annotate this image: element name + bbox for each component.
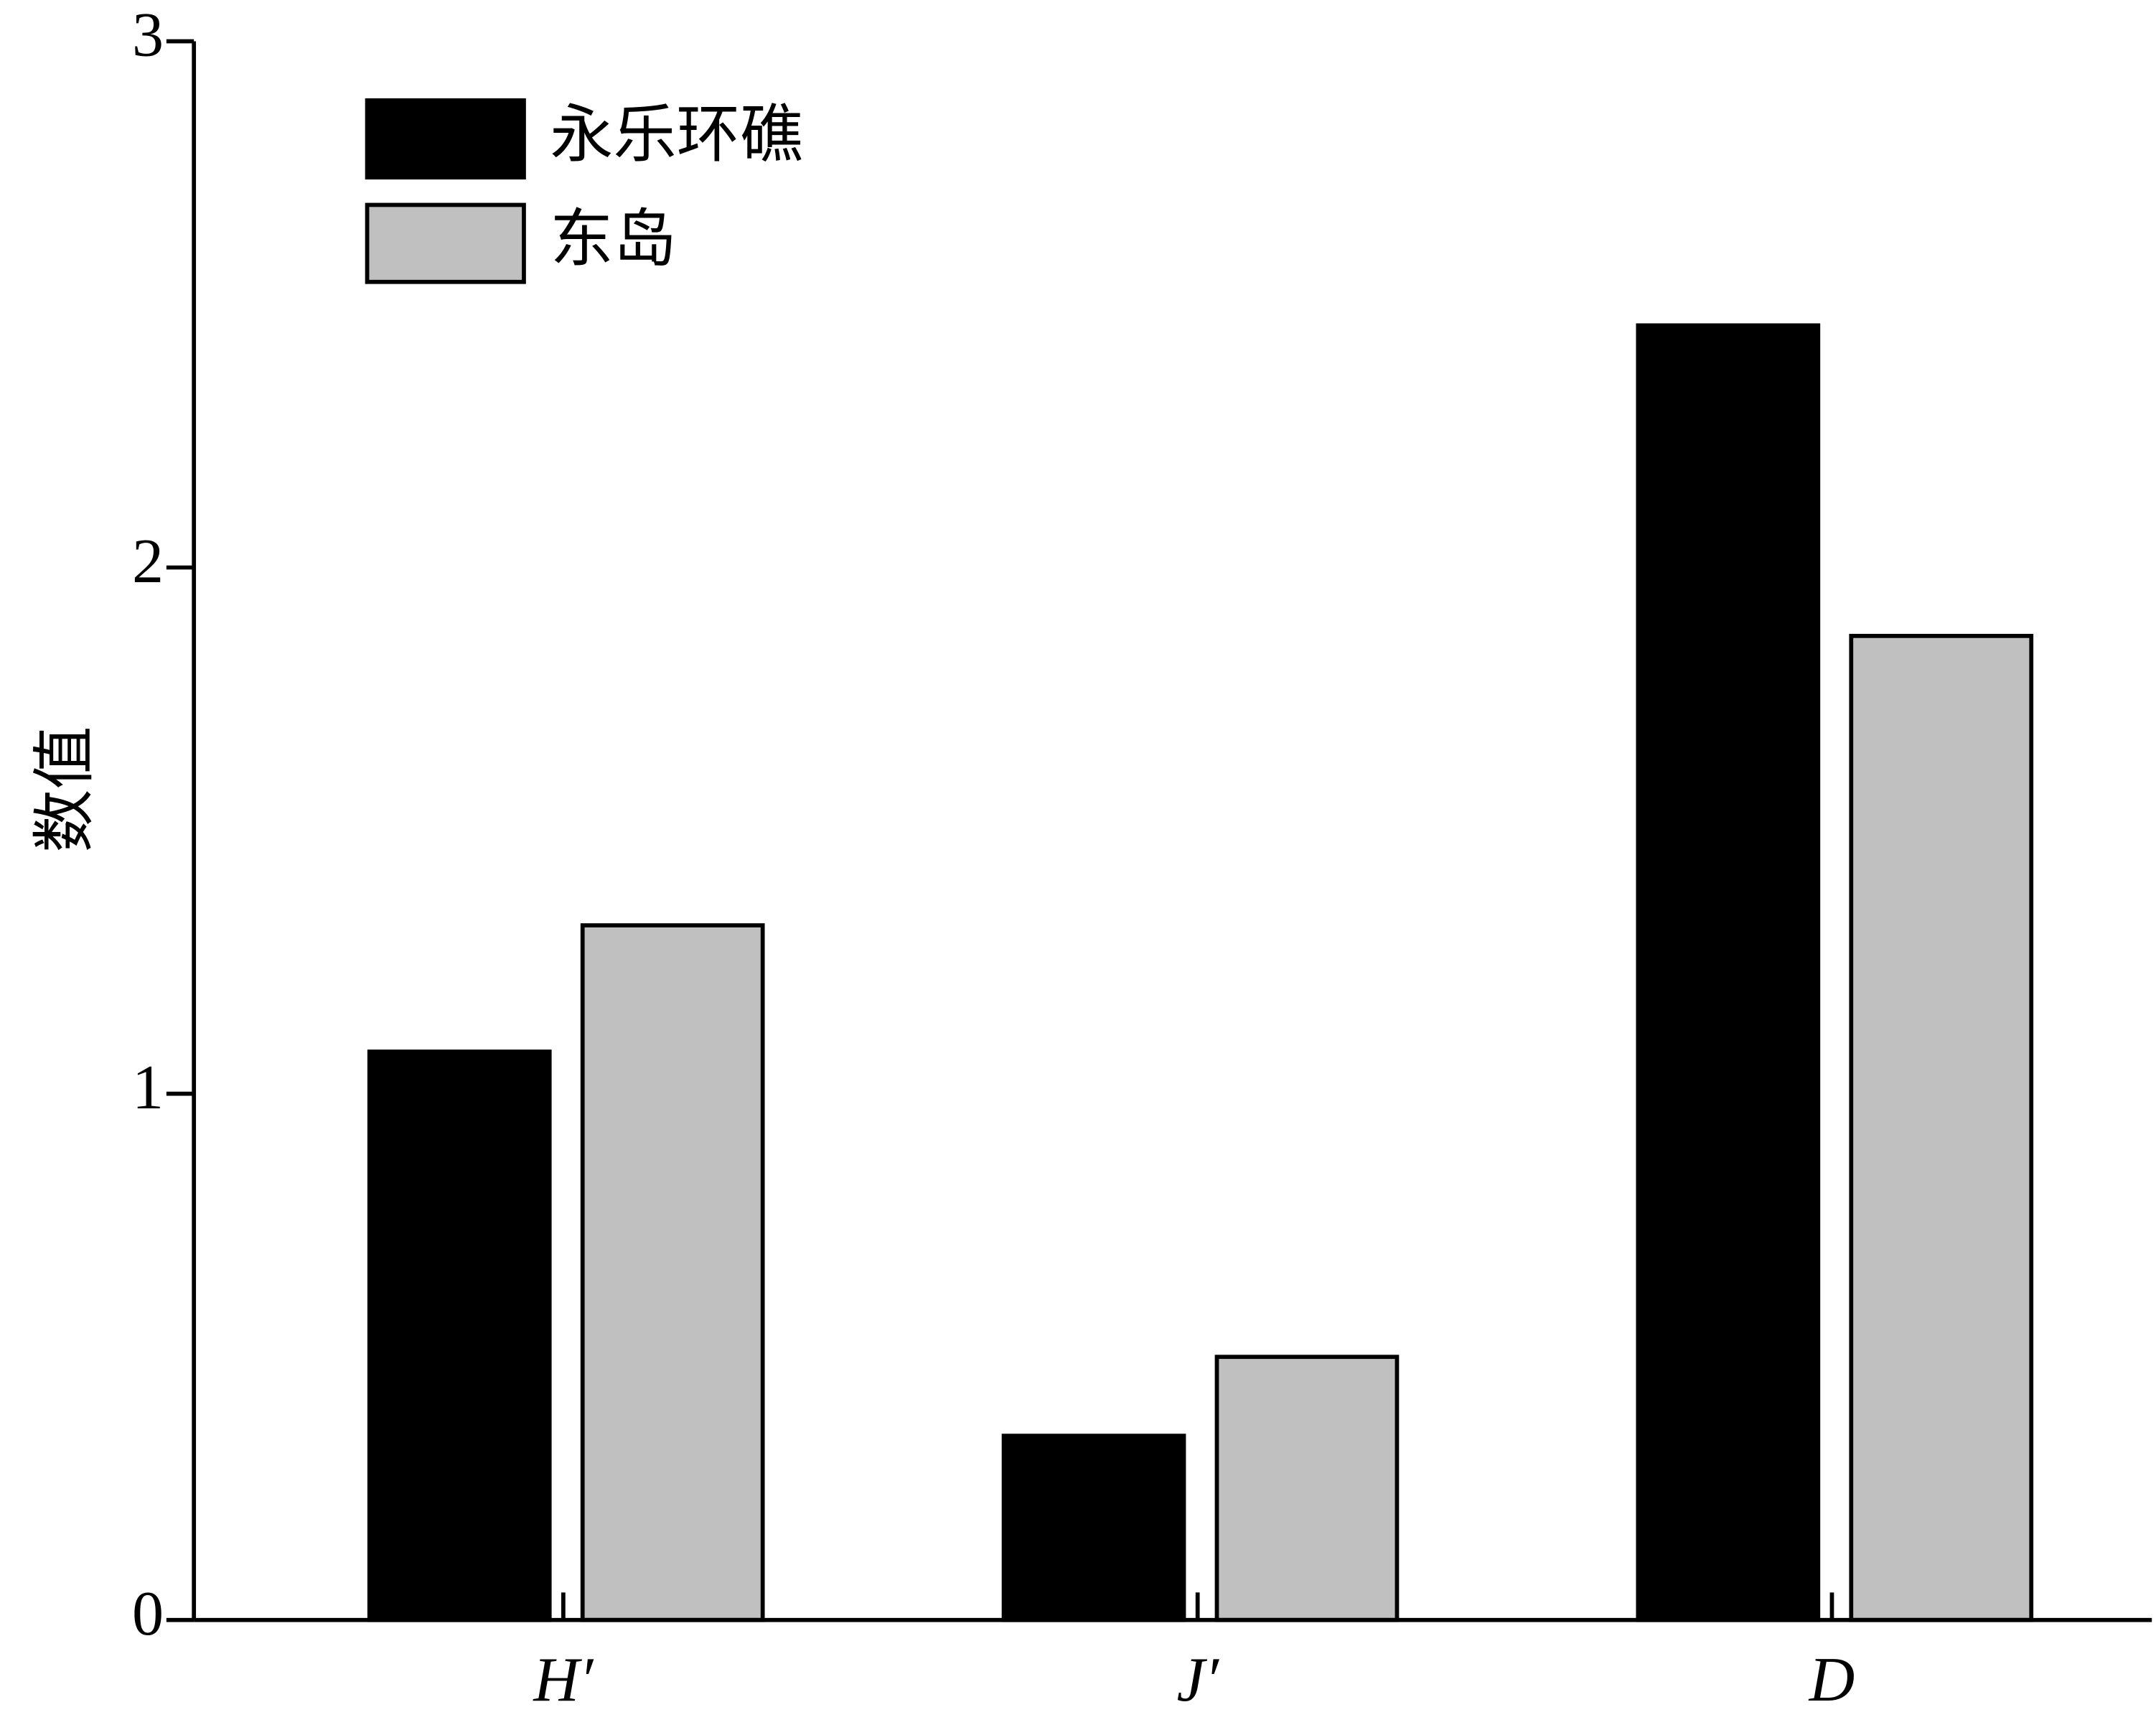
bar	[1849, 633, 2034, 1622]
y-tick-label: 1	[132, 1052, 164, 1123]
bar	[1214, 1355, 1400, 1622]
bar	[1636, 323, 1821, 1622]
x-tick-label: J′	[1176, 1645, 1219, 1715]
y-tick-label: 3	[132, 0, 164, 70]
legend-label: 永乐环礁	[550, 100, 802, 171]
x-tick-label: D	[1809, 1645, 1855, 1715]
bar	[580, 923, 765, 1622]
legend-swatch	[365, 202, 526, 284]
y-axis-label: 数值	[30, 726, 100, 853]
y-tick-label: 2	[132, 526, 164, 597]
x-tick-label: H′	[533, 1645, 594, 1715]
legend-swatch	[365, 98, 526, 180]
bar	[367, 1049, 552, 1622]
y-tick-label: 0	[132, 1579, 164, 1649]
legend-label: 东岛	[550, 205, 676, 275]
bar	[1001, 1434, 1186, 1622]
